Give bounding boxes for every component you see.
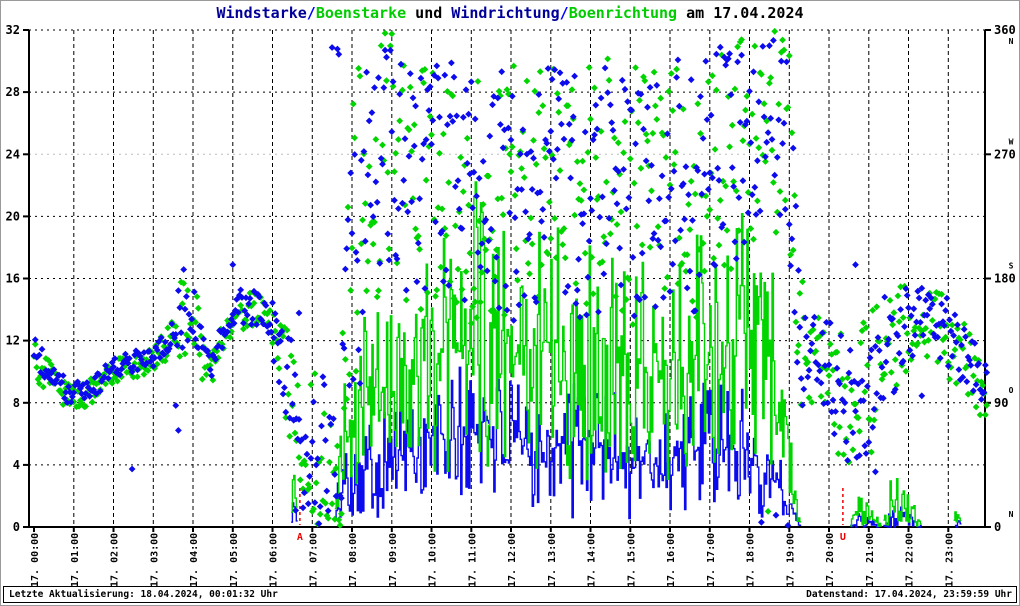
sun-markers-label: A bbox=[297, 532, 303, 543]
title-segment: / bbox=[306, 4, 316, 22]
x-axis-label: 17. 18:00 bbox=[746, 533, 757, 587]
x-axis-label: 17. 23:00 bbox=[944, 533, 955, 587]
x-axis-label: 17. 15:00 bbox=[626, 533, 637, 587]
title-segment: Windstarke bbox=[216, 4, 307, 22]
y-left-axis: 0 4 8 12 16 20 24 28 32 bbox=[6, 23, 29, 534]
x-axis-label: 17. 14:00 bbox=[587, 533, 598, 587]
x-axis-label: 17. 17:00 bbox=[706, 533, 717, 587]
boenstarke-speed-line bbox=[291, 181, 962, 527]
y-left-axis-label: 0 bbox=[13, 520, 20, 534]
x-axis-label: 17. 01:00 bbox=[70, 533, 81, 587]
y-right-axis-label: 360 bbox=[994, 23, 1016, 37]
x-axis-label: 17. 13:00 bbox=[547, 533, 558, 587]
y-right-axis-label: 90 bbox=[994, 396, 1008, 410]
title-segment: Boenrichtung bbox=[568, 4, 678, 22]
last-update-text: Letzte Aktualisierung: 18.04.2024, 00:01… bbox=[9, 589, 278, 600]
chart-title: Windstarke/Boenstarke und Windrichtung/B… bbox=[1, 4, 1019, 22]
y-left-axis-label: 4 bbox=[13, 458, 20, 472]
x-axis-label: 17. 05:00 bbox=[229, 533, 240, 587]
y-right-axis-label: 180 bbox=[994, 272, 1016, 286]
y-right-axis-label: S bbox=[1009, 262, 1014, 271]
x-axis-label: 17. 00:00 bbox=[30, 533, 41, 587]
y-left-axis-label: 8 bbox=[13, 396, 20, 410]
y-right-axis-label: N bbox=[1009, 37, 1014, 46]
y-left-axis-label: 20 bbox=[6, 209, 20, 223]
x-axis-label: 17. 19:00 bbox=[785, 533, 796, 587]
title-segment: Boenstarke bbox=[315, 4, 407, 22]
y-left-axis-label: 32 bbox=[6, 23, 20, 37]
x-axis-label: 17. 12:00 bbox=[507, 533, 518, 587]
y-right-axis-label: O bbox=[1009, 386, 1014, 395]
title-segment: und bbox=[406, 4, 452, 22]
y-left-axis-label: 28 bbox=[6, 85, 20, 99]
x-axis-label: 17. 04:00 bbox=[189, 533, 200, 587]
x-axis-label: 17. 09:00 bbox=[388, 533, 399, 587]
grid-lines bbox=[29, 29, 985, 527]
x-axis-label: 17. 22:00 bbox=[905, 533, 916, 587]
x-axis-label: 17. 07:00 bbox=[308, 533, 319, 587]
x-axis-label: 17. 21:00 bbox=[865, 533, 876, 587]
x-axis-label: 17. 10:00 bbox=[428, 533, 439, 587]
y-right-axis-label: 0 bbox=[994, 520, 1001, 534]
x-axis-label: 17. 11:00 bbox=[467, 533, 478, 587]
x-axis-label: 17. 03:00 bbox=[149, 533, 160, 587]
y-left-axis-label: 12 bbox=[6, 334, 20, 348]
axes bbox=[28, 30, 986, 528]
title-segment: / bbox=[559, 4, 569, 22]
title-segment: am 17.04.2024 bbox=[677, 4, 804, 22]
x-axis-label: 17. 02:00 bbox=[110, 533, 121, 587]
title-segment: Windrichtung bbox=[451, 4, 560, 22]
y-left-axis-label: 24 bbox=[6, 147, 20, 161]
sun-markers-label: U bbox=[840, 532, 846, 543]
x-axis-label: 17. 20:00 bbox=[825, 533, 836, 587]
boenstarke-speed-line-path bbox=[291, 181, 962, 527]
data-state-text: Datenstand: 17.04.2024, 23:59:59 Uhr bbox=[806, 589, 1012, 600]
status-bar: Letzte Aktualisierung: 18.04.2024, 00:01… bbox=[3, 586, 1017, 603]
y-right-axis-label: N bbox=[1009, 510, 1014, 519]
x-axis-label: 17. 06:00 bbox=[269, 533, 280, 587]
y-right-axis-label: 270 bbox=[994, 147, 1016, 161]
y-left-axis-label: 16 bbox=[6, 272, 20, 286]
y-right-axis-label: W bbox=[1009, 137, 1014, 146]
axes-path bbox=[28, 30, 986, 528]
x-axis-label: 17. 08:00 bbox=[348, 533, 359, 587]
x-axis: 17. 00:00 17. 01:00 17. 02:00 17. 03:00 17. … bbox=[30, 527, 955, 587]
x-axis-label: 17. 16:00 bbox=[666, 533, 677, 587]
